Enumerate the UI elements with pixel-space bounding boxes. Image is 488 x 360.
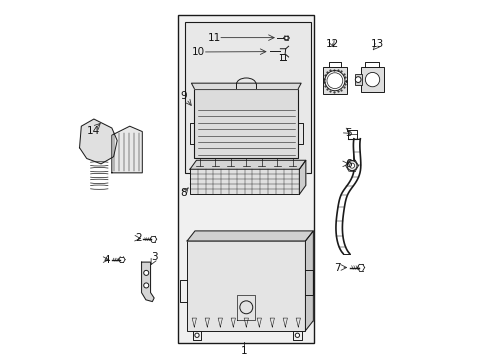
Bar	[185, 22, 310, 173]
Polygon shape	[187, 231, 313, 241]
Circle shape	[324, 71, 344, 91]
Bar	[194, 89, 298, 158]
Bar	[195, 231, 313, 320]
Circle shape	[295, 333, 299, 337]
Circle shape	[365, 72, 379, 87]
Circle shape	[194, 333, 199, 337]
Bar	[190, 169, 299, 194]
Text: 3: 3	[151, 252, 158, 262]
Polygon shape	[190, 160, 305, 169]
Text: 10: 10	[192, 47, 205, 57]
Bar	[354, 74, 361, 85]
Text: 8: 8	[180, 188, 186, 198]
Circle shape	[143, 270, 148, 275]
Text: 5: 5	[345, 128, 351, 138]
Text: 6: 6	[345, 159, 351, 169]
Polygon shape	[299, 160, 305, 194]
Polygon shape	[80, 119, 117, 164]
Text: 4: 4	[103, 255, 109, 265]
Polygon shape	[142, 262, 154, 302]
Circle shape	[349, 163, 354, 168]
Circle shape	[355, 77, 360, 82]
Bar	[178, 15, 314, 343]
Bar	[187, 241, 305, 330]
Bar	[360, 67, 384, 92]
Bar	[323, 67, 346, 94]
Polygon shape	[112, 126, 142, 173]
Text: 13: 13	[370, 40, 384, 49]
Circle shape	[326, 73, 342, 89]
Polygon shape	[305, 231, 313, 330]
Circle shape	[284, 36, 287, 40]
Text: 14: 14	[86, 126, 100, 135]
Circle shape	[143, 283, 148, 288]
Text: 12: 12	[325, 39, 338, 49]
Circle shape	[239, 301, 252, 314]
Text: 1: 1	[241, 346, 247, 356]
Text: 9: 9	[180, 91, 186, 101]
Text: 11: 11	[207, 33, 220, 42]
Text: 7: 7	[333, 262, 340, 273]
Text: 2: 2	[135, 233, 142, 243]
Circle shape	[346, 161, 356, 171]
Polygon shape	[191, 83, 301, 89]
